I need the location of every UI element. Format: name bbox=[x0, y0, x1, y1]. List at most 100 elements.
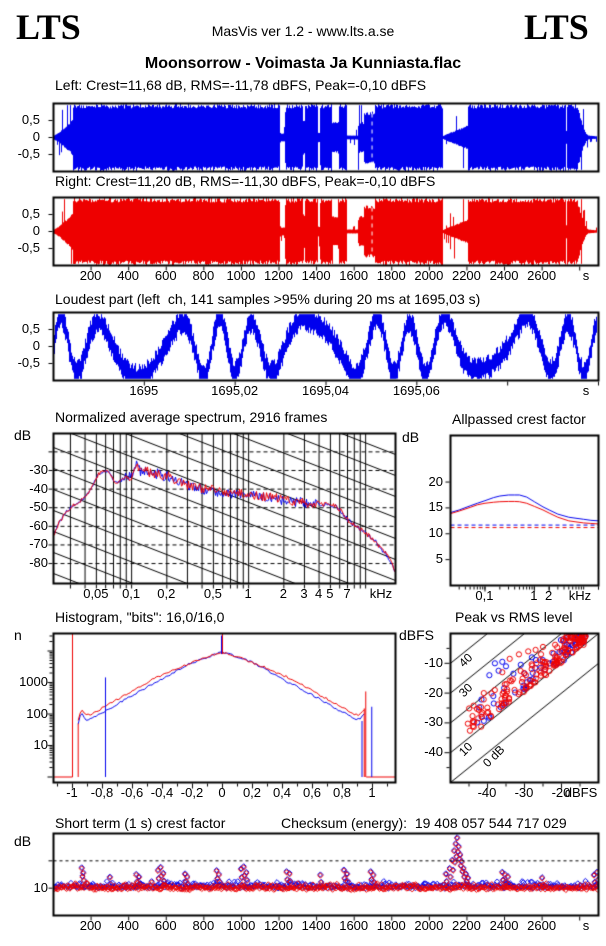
spectrum-title: Normalized average spectrum, 2916 frames bbox=[55, 409, 328, 425]
time-xtick: 1400 bbox=[301, 268, 331, 283]
loudest-xtick: 1695,06 bbox=[392, 383, 440, 398]
spectrum-xtick: 2 bbox=[279, 586, 287, 601]
spectrum-xunit: kHz bbox=[369, 586, 393, 601]
peakrms-xtick: -30 bbox=[514, 785, 534, 800]
peakrms-ytick: -20 bbox=[424, 684, 443, 700]
shortterm-xtick: 800 bbox=[192, 918, 215, 933]
right-wave-ytick: 0 bbox=[32, 223, 40, 238]
time-xtick: 600 bbox=[154, 268, 177, 283]
shortterm-xtick: 1400 bbox=[301, 918, 331, 933]
spectrum-xtick: 0,05 bbox=[83, 586, 109, 601]
checksum-label: Checksum (energy): 19 408 057 544 717 02… bbox=[281, 815, 567, 831]
histogram-xtick: 0,8 bbox=[332, 785, 352, 800]
time-xtick: 2000 bbox=[414, 268, 444, 283]
loudest-unit: s bbox=[582, 383, 590, 398]
time-xtick: 1600 bbox=[339, 268, 369, 283]
allpassed-ytick: 15 bbox=[428, 499, 443, 515]
peakrms-xtick: -20 bbox=[551, 785, 571, 800]
spectrum-xtick: 4 bbox=[314, 586, 323, 601]
right-channel-stats-label: Right: Crest=11,20 dB, RMS=-11,30 dBFS, … bbox=[55, 173, 436, 189]
peakrms-title: Peak vs RMS level bbox=[455, 609, 573, 625]
shortterm-xtick: 1600 bbox=[339, 918, 369, 933]
time-xtick: 1800 bbox=[376, 268, 406, 283]
shortterm-title: Short term (1 s) crest factor bbox=[55, 815, 226, 831]
spectrum-ylabel: dB bbox=[14, 427, 32, 443]
loudest-part-label: Loudest part (left ch, 141 samples >95% … bbox=[55, 291, 481, 307]
time-xtick: 2400 bbox=[489, 268, 519, 283]
spectrum-xtick: 5 bbox=[326, 586, 334, 601]
peakrms-ytick: -10 bbox=[424, 654, 443, 670]
logo-lts-right: LTS bbox=[524, 7, 589, 47]
time-xtick: 2600 bbox=[527, 268, 557, 283]
allpassed-xtick: 2 bbox=[545, 588, 553, 603]
right-wave-ytick: -0,5 bbox=[17, 240, 40, 255]
peakrms-ytick: -30 bbox=[424, 714, 443, 730]
left-wave-ytick: -0,5 bbox=[17, 146, 40, 161]
spectrum-ytick: -80 bbox=[29, 555, 48, 571]
loudest-ytick: -0,5 bbox=[17, 355, 40, 370]
histogram-title: Histogram, "bits": 16,0/16,0 bbox=[55, 609, 225, 625]
shortterm-ytick: 10 bbox=[33, 879, 48, 895]
spectrum-xtick: 3 bbox=[300, 586, 308, 601]
histogram-xtick: -1 bbox=[66, 785, 78, 800]
spectrum-xtick: 1 bbox=[244, 586, 252, 601]
shortterm-xtick: 2000 bbox=[414, 918, 444, 933]
right-wave-ytick: 0,5 bbox=[21, 206, 40, 221]
shortterm-xtick: 2600 bbox=[527, 918, 557, 933]
peakrms-ylabel: dBFS bbox=[399, 627, 435, 643]
time-xtick: 1200 bbox=[264, 268, 293, 283]
spectrum-xtick: 0,5 bbox=[203, 586, 222, 601]
time-xtick: 400 bbox=[117, 268, 140, 283]
peakrms-xunit: dBFS bbox=[564, 785, 598, 800]
page-title: Moonsorrow - Voimasta Ja Kunniasta.flac bbox=[144, 55, 462, 72]
shortterm-xtick: 2200 bbox=[451, 918, 481, 933]
histogram-xtick: -0,4 bbox=[150, 785, 174, 800]
time-xtick: 800 bbox=[192, 268, 215, 283]
histogram-xtick: 0,6 bbox=[302, 785, 322, 800]
loudest-ytick: 0,5 bbox=[21, 321, 40, 336]
spectrum-xtick: 0,2 bbox=[157, 586, 176, 601]
allpassed-ytick: 5 bbox=[435, 551, 443, 567]
spectrum-ytick: -60 bbox=[29, 517, 48, 533]
histogram-ytick: 100 bbox=[26, 705, 48, 721]
shortterm-unit: s bbox=[582, 918, 590, 933]
allpassed-xtick: 1 bbox=[530, 588, 538, 603]
allpassed-title: Allpassed crest factor bbox=[452, 411, 586, 427]
histogram-xtick: -0,8 bbox=[90, 785, 114, 800]
shortterm-ylabel: dB bbox=[14, 833, 32, 849]
allpassed-ytick: 20 bbox=[428, 473, 443, 489]
loudest-ytick: 0 bbox=[32, 338, 40, 353]
allpassed-xunit: kHz bbox=[568, 588, 592, 603]
histogram-xtick: 0 bbox=[218, 785, 226, 800]
logo-lts-left: LTS bbox=[16, 7, 81, 47]
allpassed-ylabel: dB bbox=[402, 429, 420, 445]
left-wave-ytick: 0,5 bbox=[21, 112, 40, 127]
histogram-ylabel: n bbox=[14, 627, 22, 643]
left-channel-stats-label: Left: Crest=11,68 dB, RMS=-11,78 dBFS, P… bbox=[55, 77, 427, 93]
histogram-xtick: 1 bbox=[368, 785, 376, 800]
spectrum-xtick: 7 bbox=[343, 586, 351, 601]
spectrum-xtick: 0,1 bbox=[122, 586, 141, 601]
time-xtick: 2200 bbox=[451, 268, 481, 283]
histogram-xtick: -0,6 bbox=[120, 785, 144, 800]
peakrms-xtick: -40 bbox=[477, 785, 497, 800]
loudest-xtick: 1695,02 bbox=[211, 383, 259, 398]
histogram-ytick: 1000 bbox=[19, 674, 48, 689]
histogram-xtick: 0,4 bbox=[272, 785, 292, 800]
spectrum-ytick: -50 bbox=[29, 499, 48, 515]
loudest-xtick: 1695 bbox=[129, 383, 159, 398]
histogram-xtick: 0,2 bbox=[242, 785, 262, 800]
loudest-xtick: 1695,04 bbox=[302, 383, 349, 398]
time-xtick: 200 bbox=[79, 268, 102, 283]
app-version-line: MasVis ver 1.2 - www.lts.a.se bbox=[211, 23, 395, 39]
time-xtick: 1000 bbox=[226, 268, 256, 283]
shortterm-xtick: 1000 bbox=[226, 918, 256, 933]
shortterm-xtick: 200 bbox=[79, 918, 102, 933]
histogram-xtick: -0,2 bbox=[180, 785, 204, 800]
histogram-ytick: 10 bbox=[33, 737, 48, 752]
shortterm-xtick: 2400 bbox=[489, 918, 519, 933]
shortterm-xtick: 1800 bbox=[376, 918, 406, 933]
peakrms-ytick: -40 bbox=[424, 744, 443, 760]
